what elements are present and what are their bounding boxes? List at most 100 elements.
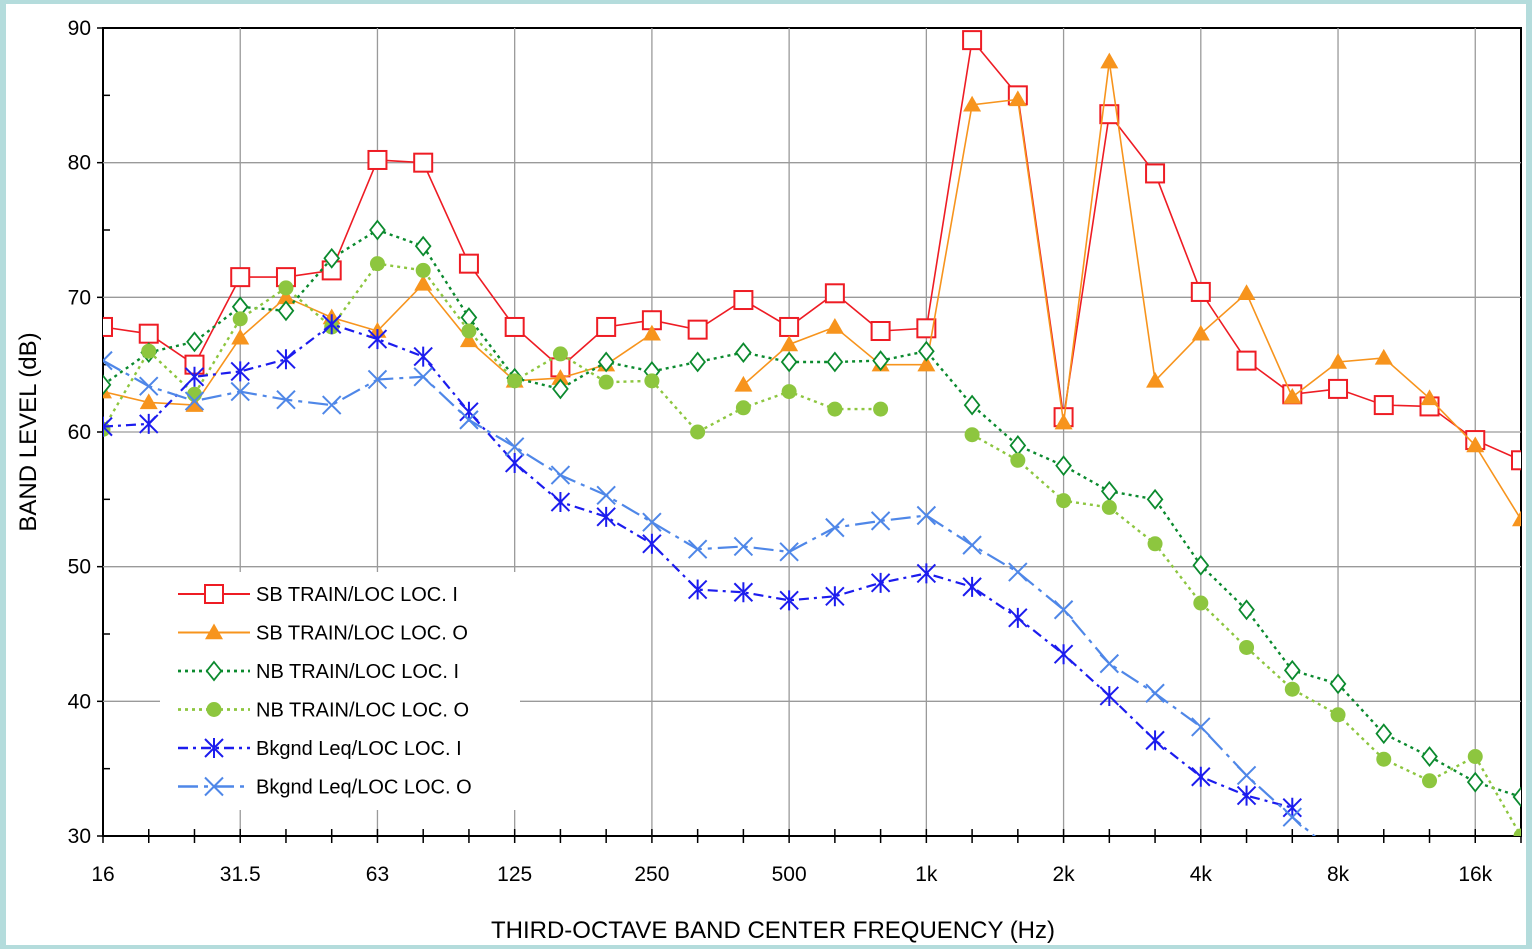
legend-label: NB TRAIN/LOC LOC. I [256,661,459,683]
data-point-marker [1099,685,1120,706]
data-point-marker [642,533,662,554]
data-point-marker [459,331,478,348]
series-1 [103,30,1521,471]
data-point-marker [204,584,224,604]
data-point-marker [1236,785,1257,806]
tick-labels: 30 40 50 60 70 80 90 16 31.5 63 125 250 500 1k 2k 4k 8k 1… [68,17,1493,886]
data-point-marker [367,149,388,170]
legend: SB TRAIN/LOC LOC. I SB TRAIN/LOC LOC. O NB… [160,572,520,810]
data-point-marker [1329,673,1347,695]
data-point-marker [552,378,569,400]
data-point-marker [507,373,523,389]
data-point-marker [367,329,388,350]
data-point-marker [414,235,432,257]
data-point-marker [1330,707,1346,723]
legend-label: Bkgnd Leq/LOC LOC. I [256,738,462,760]
data-point-marker [504,316,525,337]
y-axis-title: BAND LEVEL (dB) [15,332,42,531]
data-point-marker [598,374,614,390]
data-point-marker [687,539,708,559]
data-point-marker [1328,378,1349,399]
legend-box [160,572,520,810]
data-point-marker [1512,510,1521,527]
data-point-marker [413,346,433,367]
axis-ticks [97,27,1522,843]
x-tick-label: 4k [1190,863,1213,886]
legend-label: SB TRAIN/LOC LOC. O [256,623,468,645]
x-tick-label: 2k [1052,863,1075,886]
data-point-marker [1422,773,1438,789]
data-point-marker [872,350,889,372]
legend-item: NB TRAIN/LOC LOC. I [178,660,459,683]
x-tick-label: 16k [1458,863,1492,886]
data-point-marker [184,391,205,411]
data-point-marker [1145,683,1165,703]
data-point-marker [204,738,224,758]
data-point-marker [1373,395,1394,416]
legend-item: Bkgnd Leq/LOC LOC. O [178,777,472,799]
data-point-marker [870,321,891,341]
data-point-marker [184,366,205,387]
data-point-marker [916,505,937,526]
data-point-marker [185,396,204,412]
data-point-marker [141,343,157,359]
data-point-marker [276,288,295,305]
x-tick-label: 16 [91,863,114,886]
legend-item: Bkgnd Leq/LOC LOC. I [178,738,462,760]
y-tick-label: 60 [68,421,91,444]
y-tick-label: 50 [68,556,91,579]
data-point-marker [781,384,797,400]
y-tick-label: 70 [68,286,91,309]
data-point-marker [734,375,753,392]
data-point-marker [278,280,294,296]
data-point-marker [1283,659,1301,681]
data-point-marker [322,395,342,415]
data-point-marker [962,535,982,555]
data-point-marker [733,536,754,557]
legend-label: SB TRAIN/LOC LOC. I [256,584,458,606]
data-point-marker [103,350,113,371]
legend-label: NB TRAIN/LOC LOC. O [256,700,469,722]
data-point-marker [1239,639,1255,655]
data-point-marker [642,324,661,341]
data-point-marker [779,316,800,337]
x-tick-label: 250 [634,863,669,886]
series-line [103,262,881,434]
x-tick-label: 1k [915,863,938,886]
data-point-marker [231,328,250,345]
x-tick-label: 31.5 [220,863,261,886]
series-layer [103,30,1521,836]
data-point-marker [1284,681,1300,697]
data-point-marker [1282,807,1302,827]
series-6 [103,350,1317,836]
data-point-marker [1101,499,1117,515]
data-point-marker [690,424,706,440]
data-point-marker [1010,452,1026,468]
data-point-marker [1466,771,1484,793]
data-point-marker [963,394,981,416]
series-5 [103,314,1302,818]
data-point-marker [689,351,706,373]
data-point-marker [1055,455,1072,477]
data-point-marker [642,512,662,532]
x-tick-label: 8k [1327,863,1350,886]
legend-item: NB TRAIN/LOC LOC. O [178,700,469,722]
data-point-marker [205,660,223,682]
data-point-marker [551,369,570,385]
data-point-marker [1283,387,1302,404]
data-point-marker [873,401,889,417]
series-line [103,323,1293,809]
data-point-marker [1421,746,1438,767]
data-point-marker [459,410,479,430]
data-point-marker [1099,104,1120,125]
data-point-marker [1191,324,1210,341]
data-point-marker [1191,717,1211,737]
data-point-marker [276,349,296,370]
data-point-marker [870,572,891,593]
data-point-marker [461,323,477,339]
data-point-marker [1008,607,1028,628]
data-point-marker [780,335,799,352]
y-tick-label: 90 [68,17,91,40]
data-point-marker [870,511,891,531]
data-point-marker [1513,828,1521,836]
